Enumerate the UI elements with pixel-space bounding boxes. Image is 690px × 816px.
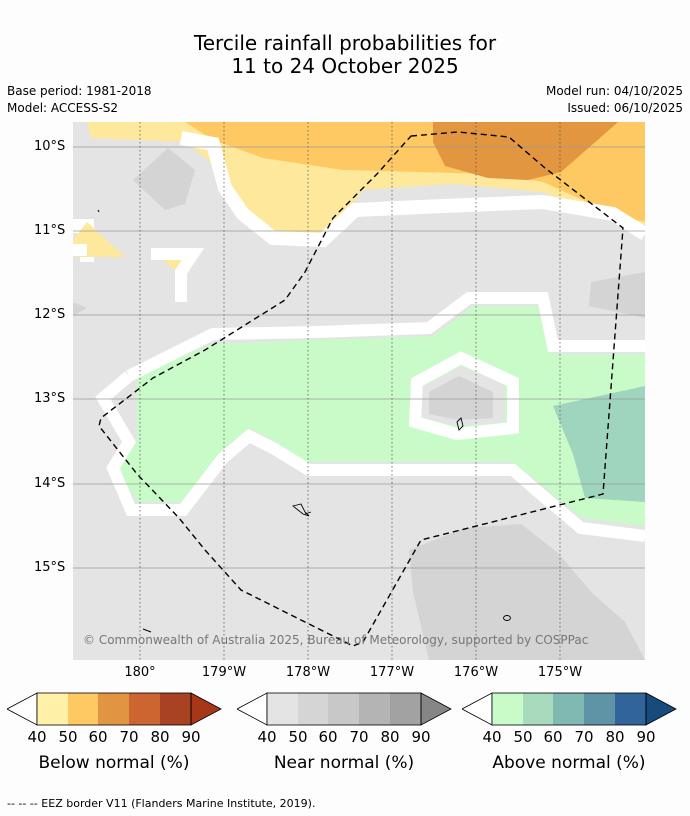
- cb-bn-4: [160, 693, 191, 725]
- an-tick: 80: [605, 728, 625, 746]
- chart-title-line1: Tercile rainfall probabilities for: [193, 31, 497, 55]
- above-normal-50-region: [553, 386, 645, 502]
- near-normal-50-patch-south: [409, 524, 645, 660]
- lat-label-14s: 14°S: [34, 476, 66, 491]
- nn-tick: 50: [288, 728, 308, 746]
- legend-label-above-normal: Above normal (%): [492, 753, 646, 773]
- colorbar-near-normal: [237, 692, 452, 726]
- island-sw: [142, 628, 152, 633]
- latitude-gridlines: [73, 146, 645, 569]
- model-name: Model: ACCESS-S2: [7, 101, 119, 115]
- colorbar-below-normal: [7, 692, 222, 726]
- longitude-gridlines: [139, 122, 561, 660]
- map-svg: [73, 122, 645, 660]
- cb-an-lowcap: [462, 692, 493, 726]
- lon-label-177w: 177°W: [369, 665, 415, 680]
- island-vanua-balavu: [456, 417, 464, 431]
- nn-tick: 40: [257, 728, 277, 746]
- an-tick: 40: [482, 728, 502, 746]
- lon-label-180: 180°: [124, 665, 156, 680]
- eez-footer-note: -- -- -- EEZ border V11 (Flanders Marine…: [7, 797, 316, 810]
- island-south: [503, 615, 511, 621]
- legend-label-near-normal: Near normal (%): [273, 753, 415, 773]
- bn-tick: 70: [119, 728, 139, 746]
- cb-nn-1: [298, 693, 328, 725]
- bn-tick: 80: [150, 728, 170, 746]
- lon-label-178w: 178°W: [285, 665, 331, 680]
- lat-label-11s: 11°S: [34, 223, 66, 238]
- nn-tick: 90: [411, 728, 431, 746]
- bn-tick: 60: [88, 728, 108, 746]
- model-run: Model run: 04/10/2025: [545, 84, 683, 98]
- chart-title-line2: 11 to 24 October 2025: [231, 54, 459, 78]
- cb-nn-lowcap: [237, 692, 268, 726]
- lon-label-175w: 175°W: [537, 665, 583, 680]
- issued-date: Issued: 06/10/2025: [567, 101, 683, 115]
- colorbar-above-normal: [462, 692, 677, 726]
- lat-label-15s: 15°S: [34, 560, 66, 575]
- map-area: [73, 122, 645, 660]
- an-tick: 90: [636, 728, 656, 746]
- cb-nn-3: [359, 693, 390, 725]
- meta-left: Base period: 1981-2018 Model: ACCESS-S2: [7, 83, 152, 117]
- near-normal-50-patch-east: [589, 272, 645, 318]
- cb-an-2: [553, 693, 584, 725]
- cb-bn-0: [37, 693, 68, 725]
- eez-border: [98, 131, 624, 647]
- near-normal-50-hole: [429, 376, 493, 420]
- an-tick: 70: [574, 728, 594, 746]
- nn-tick: 80: [380, 728, 400, 746]
- lat-label-12s: 12°S: [34, 307, 66, 322]
- island-nw: [97, 209, 100, 213]
- cb-an-highcap: [645, 692, 677, 726]
- bn-tick: 90: [181, 728, 201, 746]
- lon-label-176w: 176°W: [453, 665, 499, 680]
- cb-nn-frame: [266, 692, 422, 726]
- lon-label-179w: 179°W: [201, 665, 247, 680]
- cb-nn-2: [328, 693, 359, 725]
- an-tick: 60: [543, 728, 563, 746]
- bn-tick: 40: [27, 728, 47, 746]
- cb-an-1: [523, 693, 553, 725]
- cb-nn-highcap: [420, 692, 452, 726]
- cb-an-3: [584, 693, 615, 725]
- above-normal-40-region: [117, 306, 645, 526]
- meta-right: Model run: 04/10/2025 Issued: 06/10/2025: [546, 83, 683, 117]
- base-period: Base period: 1981-2018: [7, 84, 152, 98]
- white-band-small-patch: [73, 244, 205, 302]
- legend-label-below-normal: Below normal (%): [38, 753, 190, 773]
- cb-bn-1: [68, 693, 98, 725]
- cb-nn-0: [267, 693, 298, 725]
- nn-tick: 70: [349, 728, 369, 746]
- nn-tick: 60: [318, 728, 338, 746]
- copyright-credit: © Commonwealth of Australia 2025, Bureau…: [83, 633, 589, 647]
- near-normal-50-patch-sw: [73, 302, 87, 316]
- cb-bn-highcap: [190, 692, 222, 726]
- cb-bn-frame: [36, 692, 192, 726]
- cb-bn-2: [98, 693, 129, 725]
- cb-bn-lowcap: [7, 692, 38, 726]
- lat-label-10s: 10°S: [34, 139, 66, 154]
- cb-an-frame: [491, 692, 647, 726]
- cb-an-4: [615, 693, 646, 725]
- lat-label-13s: 13°S: [34, 391, 66, 406]
- bn-tick: 50: [58, 728, 78, 746]
- cb-nn-4: [390, 693, 421, 725]
- an-tick: 50: [513, 728, 533, 746]
- island-lakeba: [292, 503, 312, 517]
- near-normal-50-patch-nw: [133, 148, 195, 210]
- cb-an-0: [492, 693, 523, 725]
- cb-bn-3: [129, 693, 160, 725]
